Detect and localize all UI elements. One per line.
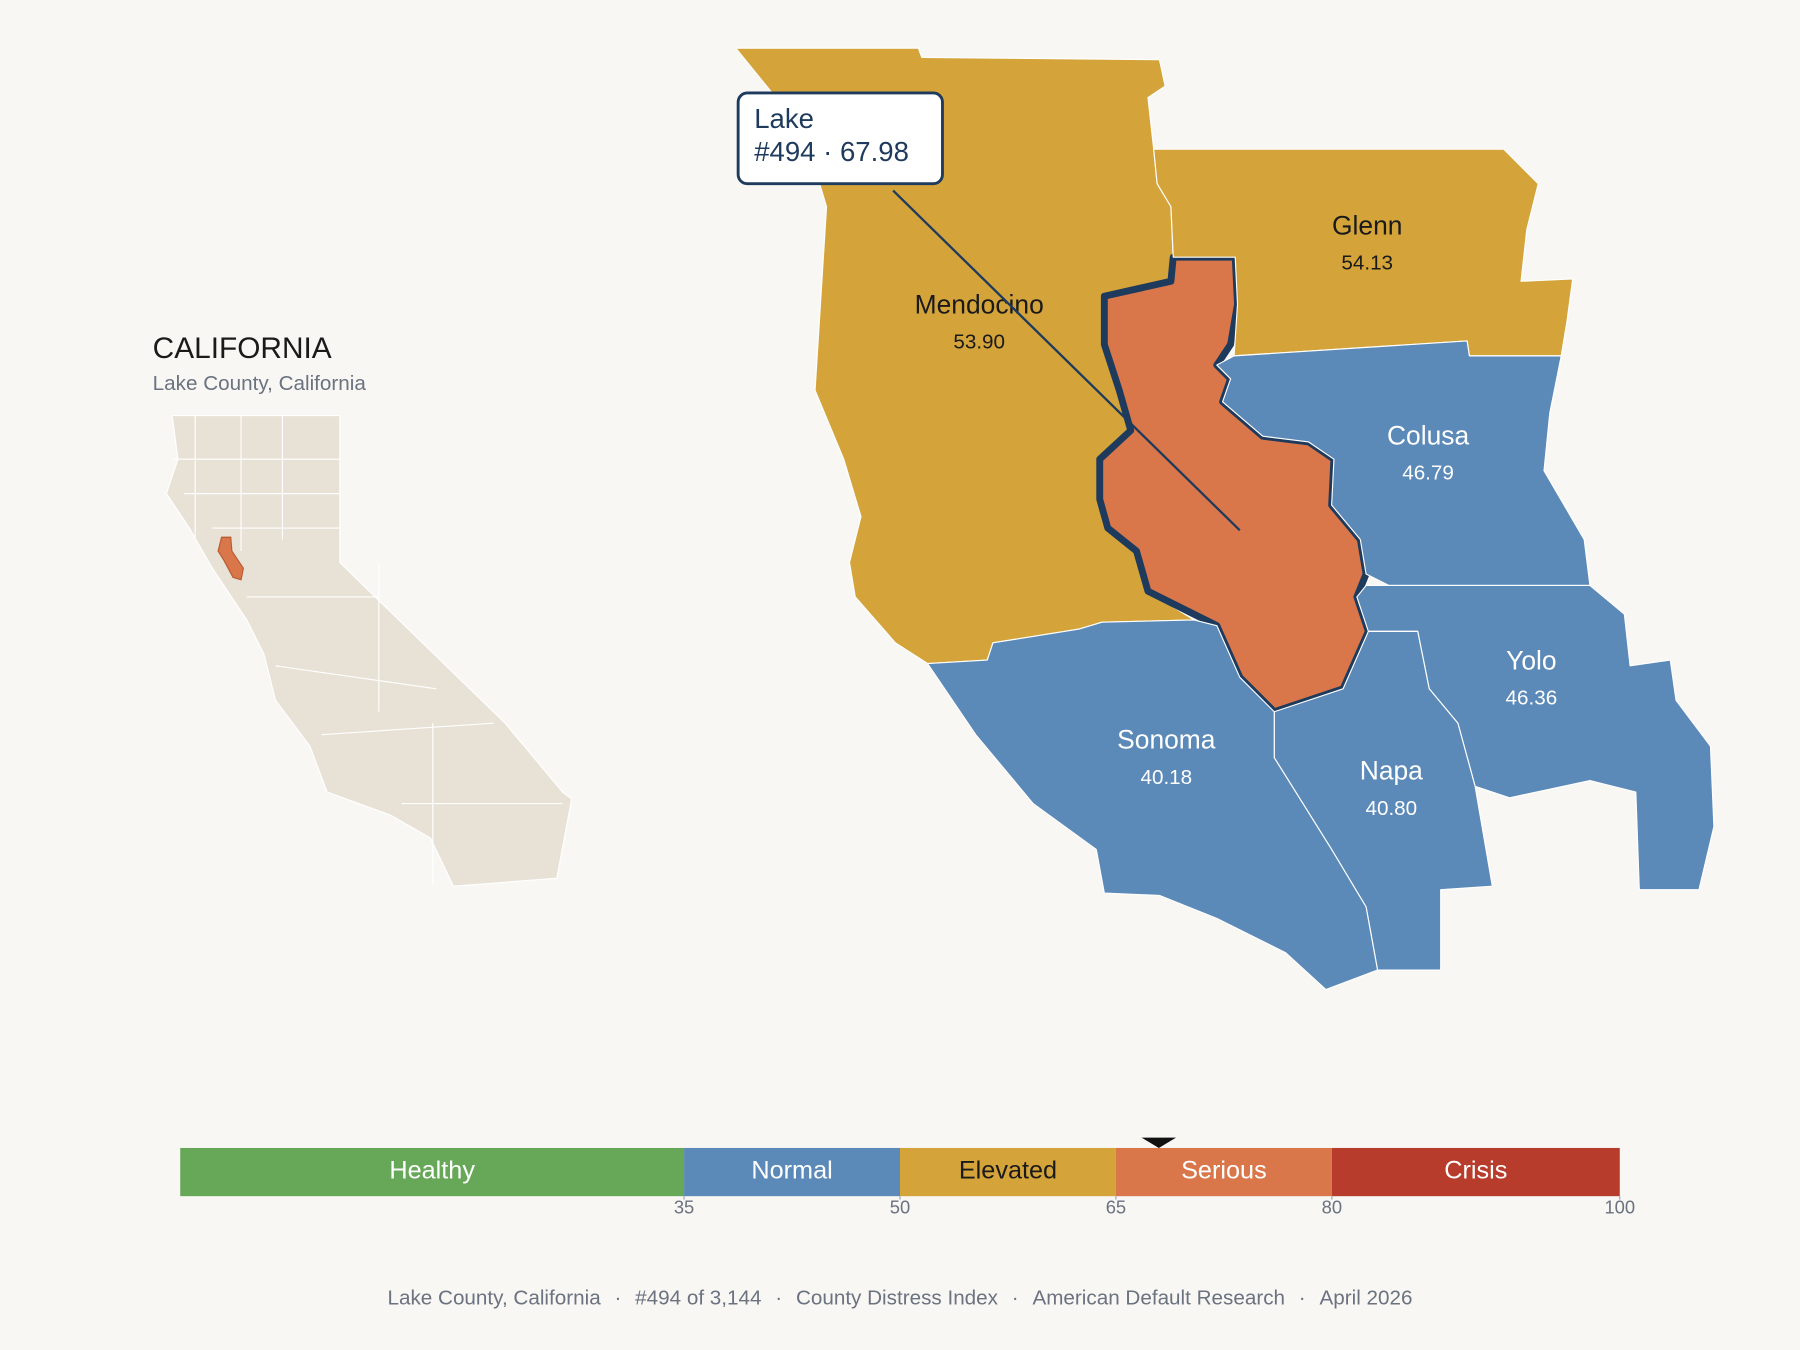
- footer-item: County Distress Index: [796, 1287, 999, 1310]
- state-outline: [165, 414, 573, 887]
- scale-band: [1115, 1147, 1332, 1197]
- county-value: 40.80: [1365, 797, 1417, 820]
- inset-county-lines: [172, 415, 563, 884]
- county-name: Sonoma: [1117, 725, 1216, 755]
- county-name: Colusa: [1387, 420, 1469, 450]
- inset-title: CALIFORNIA: [153, 332, 332, 365]
- county-value: 54.13: [1341, 251, 1393, 274]
- footer-separator: ·: [775, 1287, 782, 1310]
- scale-marker: [1141, 1137, 1177, 1148]
- county-value: 46.79: [1402, 462, 1454, 485]
- scale-band-label: Crisis: [1444, 1157, 1507, 1185]
- footer-item: Lake County, California: [388, 1287, 602, 1310]
- scale-tick-label: 35: [674, 1197, 694, 1218]
- county-name: Glenn: [1332, 210, 1402, 240]
- county-value: 53.90: [953, 331, 1005, 354]
- county-value: 40.18: [1140, 766, 1192, 789]
- county: [1216, 340, 1591, 587]
- tooltip-box: [736, 91, 944, 186]
- county-name: Yolo: [1506, 645, 1556, 675]
- scale-band-label: Elevated: [959, 1157, 1057, 1185]
- tooltip-leader: [892, 189, 1241, 532]
- footer-separator: ·: [614, 1287, 621, 1310]
- inset-subtitle: Lake County, California: [153, 372, 367, 395]
- scale-tick-label: 50: [890, 1197, 910, 1218]
- tooltip-line: #494 · 67.98: [754, 136, 909, 167]
- footer-item: American Default Research: [1032, 1287, 1285, 1310]
- scale-band-label: Healthy: [389, 1157, 475, 1185]
- scale-tick-label: 100: [1604, 1197, 1635, 1218]
- county-name: Napa: [1360, 756, 1423, 786]
- scale-band: [900, 1147, 1116, 1197]
- scale-bar: Healthy Normal Elevated Serious Crisis 35 50 65…: [180, 1137, 1635, 1218]
- footer: Lake County, California · #494 of 3,144 · Co…: [388, 1287, 1413, 1310]
- scale-band: [1331, 1147, 1620, 1197]
- county-value: 46.36: [1506, 687, 1558, 710]
- inset: CALIFORNIA Lake County, California: [153, 332, 573, 887]
- footer-item: #494 of 3,144: [635, 1287, 761, 1310]
- county-name: Mendocino: [915, 289, 1044, 319]
- footer-item: April 2026: [1319, 1287, 1412, 1310]
- scale-band-label: Serious: [1181, 1157, 1267, 1185]
- scale-tick-label: 65: [1106, 1197, 1126, 1218]
- footer-separator: ·: [1299, 1287, 1306, 1310]
- tooltip-name: Lake: [754, 103, 814, 134]
- county: [926, 619, 1379, 991]
- inset-highlight: [217, 536, 244, 581]
- scale-tick-label: 80: [1322, 1197, 1342, 1218]
- counties: Mendocino 53.90 Glenn 54.13 Colusa 46.79 Yolo 4…: [735, 47, 1715, 991]
- footer-separator: ·: [1012, 1287, 1019, 1310]
- scale-band: [180, 1147, 685, 1197]
- scale-band-label: Normal: [751, 1157, 832, 1185]
- scale-band: [684, 1147, 900, 1197]
- tooltip: Lake #494 · 67.98: [736, 91, 1241, 532]
